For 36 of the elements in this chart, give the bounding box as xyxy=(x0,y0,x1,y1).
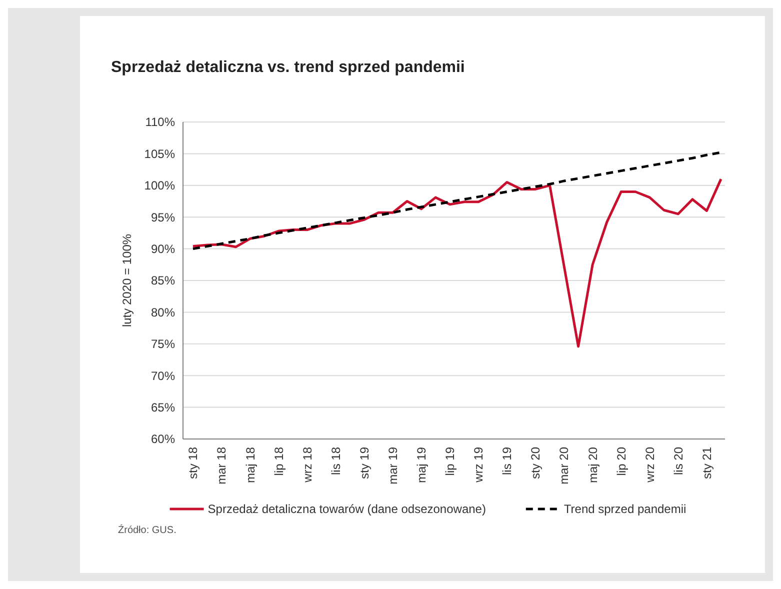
x-tick-label: sty 21 xyxy=(700,446,714,480)
y-tick-label: 65% xyxy=(150,400,176,414)
y-tick-label: 80% xyxy=(150,305,176,320)
y-tick-label: 90% xyxy=(150,242,176,256)
y-tick-label: 85% xyxy=(150,274,176,288)
x-tick-label: mar 18 xyxy=(214,446,229,484)
x-tick-label: lip 20 xyxy=(614,446,628,476)
x-tick-label: lis 20 xyxy=(671,446,686,476)
x-tick-label: maj 18 xyxy=(243,446,258,484)
legend-label: Sprzedaż detaliczna towarów (dane odsezonowane) xyxy=(208,502,486,516)
x-tick-label: mar 20 xyxy=(557,446,572,484)
x-tick-label: sty 20 xyxy=(528,446,543,480)
x-tick-label: mar 19 xyxy=(386,446,400,484)
y-axis-title: luty 2020 = 100% xyxy=(120,234,134,328)
y-tick-label: 60% xyxy=(150,432,176,446)
x-tick-label: wrz 20 xyxy=(642,446,657,484)
x-tick-label: wrz 18 xyxy=(300,446,314,484)
x-tick-label: maj 20 xyxy=(586,446,600,484)
x-tick-label: sty 19 xyxy=(357,446,372,480)
y-tick-label: 105% xyxy=(144,146,176,161)
y-tick-label: 70% xyxy=(150,368,176,383)
x-tick-label: maj 19 xyxy=(414,446,429,484)
y-tick-label: 100% xyxy=(144,178,176,193)
x-tick-label: lip 18 xyxy=(272,446,286,476)
x-tick-label: lis 19 xyxy=(500,446,514,476)
x-tick-label: wrz 19 xyxy=(472,446,486,484)
y-tick-label: 75% xyxy=(150,337,176,352)
x-tick-label: lip 19 xyxy=(443,446,458,476)
line-series xyxy=(192,151,722,250)
legend-label: Trend sprzed pandemii xyxy=(564,502,686,516)
text: Źródło: GUS. xyxy=(118,524,176,536)
x-tick-label: sty 18 xyxy=(186,446,200,480)
x-tick-label: lis 18 xyxy=(328,446,343,476)
chart-title: Sprzedaż detaliczna vs. trend sprzed pandemii xyxy=(111,59,465,76)
y-tick-label: 95% xyxy=(150,210,176,224)
y-tick-label: 110% xyxy=(145,115,176,130)
